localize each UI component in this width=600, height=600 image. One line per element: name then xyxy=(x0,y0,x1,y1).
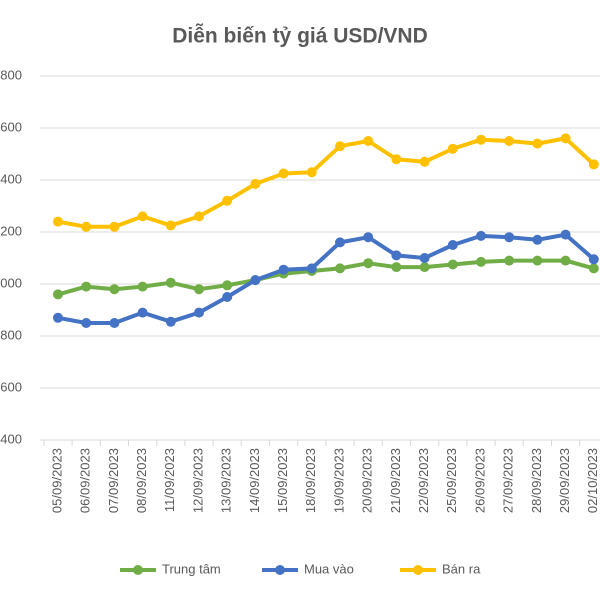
data-point xyxy=(81,221,92,232)
legend-item: Mua vào xyxy=(262,561,354,576)
legend-label: Trung tâm xyxy=(162,561,221,576)
data-point xyxy=(335,263,345,274)
x-tick-label: 25/09/2023 xyxy=(444,448,459,513)
data-point xyxy=(560,229,571,240)
x-tick-label: 06/09/2023 xyxy=(78,448,93,513)
y-tick-label: 24,400 xyxy=(0,171,22,186)
y-tick-label: 24,200 xyxy=(0,223,22,238)
data-point xyxy=(194,211,204,222)
legend-marker xyxy=(413,565,423,575)
data-point xyxy=(222,195,233,206)
y-tick-label: 24,800 xyxy=(0,67,22,82)
data-point xyxy=(363,258,374,269)
data-point xyxy=(504,136,515,146)
data-point xyxy=(222,280,233,291)
data-point xyxy=(419,156,430,167)
data-point xyxy=(588,254,599,265)
x-tick-label: 21/09/2023 xyxy=(388,448,403,513)
data-point xyxy=(447,143,458,154)
data-point xyxy=(363,232,374,243)
legend-item: Trung tâm xyxy=(120,561,221,576)
data-point xyxy=(278,264,289,275)
data-point xyxy=(165,277,176,288)
y-tick-label: 23,600 xyxy=(0,379,22,394)
legend-marker xyxy=(133,565,143,575)
data-point xyxy=(391,154,402,165)
x-tick-label: 18/09/2023 xyxy=(303,448,318,513)
data-point xyxy=(335,237,345,248)
data-point xyxy=(109,221,120,232)
data-point xyxy=(504,255,515,266)
x-tick-label: 27/09/2023 xyxy=(501,448,516,513)
y-tick-label: 23,400 xyxy=(0,431,22,446)
data-point xyxy=(250,178,261,189)
data-point xyxy=(109,284,120,295)
data-point xyxy=(222,292,233,302)
data-point xyxy=(335,141,345,152)
x-tick-label: 11/09/2023 xyxy=(162,448,177,512)
data-point xyxy=(137,307,148,318)
data-point xyxy=(532,138,543,149)
data-point xyxy=(250,275,261,286)
data-point xyxy=(532,255,543,266)
data-point xyxy=(165,220,176,231)
data-point xyxy=(53,216,63,227)
data-point xyxy=(588,263,599,274)
data-point xyxy=(306,263,317,274)
data-point xyxy=(53,312,63,323)
legend-label: Mua vào xyxy=(304,561,354,576)
x-tick-label: 14/09/2023 xyxy=(247,448,262,513)
data-point xyxy=(81,281,92,292)
chart-title: Diễn biến tỷ giá USD/VND xyxy=(172,24,428,48)
y-tick-label: 24,600 xyxy=(0,119,22,134)
data-point xyxy=(560,133,571,144)
x-tick-label: 22/09/2023 xyxy=(416,448,431,513)
data-point xyxy=(391,262,402,273)
x-tick-label: 19/09/2023 xyxy=(331,448,346,513)
data-point xyxy=(391,250,402,261)
data-point xyxy=(194,284,204,295)
data-point xyxy=(306,167,317,178)
data-point xyxy=(194,307,204,318)
x-tick-label: 12/09/2023 xyxy=(190,448,205,513)
data-point xyxy=(419,253,430,263)
data-point xyxy=(447,259,458,270)
data-point xyxy=(53,289,63,300)
data-point xyxy=(447,240,458,250)
data-point xyxy=(419,262,430,273)
x-tick-label: 26/09/2023 xyxy=(472,448,487,513)
y-tick-label: 23,800 xyxy=(0,327,22,342)
data-point xyxy=(532,234,543,245)
x-tick-label: 05/09/2023 xyxy=(49,448,64,513)
x-tick-label: 08/09/2023 xyxy=(134,448,149,513)
x-tick-label: 28/09/2023 xyxy=(529,448,544,513)
x-tick-label: 15/09/2023 xyxy=(275,448,290,513)
data-point xyxy=(588,159,599,170)
data-point xyxy=(137,211,148,222)
data-point xyxy=(363,136,374,146)
legend-item: Bán ra xyxy=(400,561,481,576)
data-point xyxy=(476,256,486,267)
data-point xyxy=(278,168,289,179)
x-tick-label: 29/09/2023 xyxy=(557,448,572,513)
data-point xyxy=(137,281,148,292)
y-tick-label: 24,000 xyxy=(0,275,22,290)
x-tick-label: 07/09/2023 xyxy=(106,448,121,513)
data-point xyxy=(165,316,176,327)
data-point xyxy=(476,230,486,241)
x-tick-label: 20/09/2023 xyxy=(360,448,375,513)
data-point xyxy=(504,232,515,243)
data-point xyxy=(476,134,486,145)
data-point xyxy=(109,318,120,328)
data-point xyxy=(560,255,571,266)
data-point xyxy=(81,318,92,328)
legend-label: Bán ra xyxy=(442,561,481,576)
x-tick-label: 13/09/2023 xyxy=(219,448,234,513)
legend-marker xyxy=(275,565,285,575)
x-tick-label: 02/10/2023 xyxy=(585,448,600,513)
